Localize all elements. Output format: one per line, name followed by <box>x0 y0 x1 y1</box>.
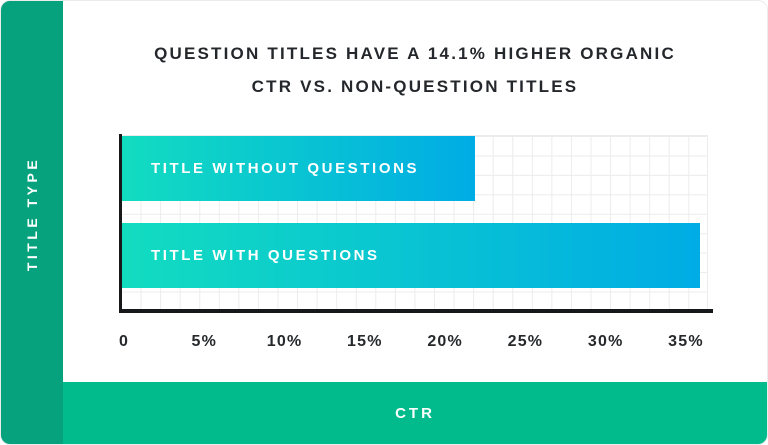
x-tick-label: 20% <box>427 333 463 350</box>
x-tick-label: 25% <box>507 333 544 350</box>
x-axis-title-band: CTR <box>63 382 767 444</box>
bar-label: TITLE WITHOUT QUESTIONS <box>151 160 420 177</box>
x-axis-title: CTR <box>395 404 435 422</box>
chart-title-line-1: QUESTION TITLES HAVE A 14.1% HIGHER ORGA… <box>154 44 676 63</box>
y-axis-title-band: TITLE TYPE <box>1 1 63 444</box>
x-tick-label: 15% <box>347 333 383 350</box>
y-axis-line <box>119 134 122 312</box>
x-tick-label: 5% <box>191 333 218 350</box>
bar-title-with-questions: TITLE WITH QUESTIONS <box>122 223 701 288</box>
x-tick-label: 30% <box>587 333 624 350</box>
y-axis-title: TITLE TYPE <box>24 156 40 271</box>
x-tick-label: 35% <box>668 333 704 350</box>
bar-label: TITLE WITH QUESTIONS <box>151 247 380 264</box>
chart-title: QUESTION TITLES HAVE A 14.1% HIGHER ORGA… <box>63 37 767 103</box>
x-tick-label: 10% <box>266 333 303 350</box>
x-axis-line <box>119 309 713 313</box>
bar-title-without-questions: TITLE WITHOUT QUESTIONS <box>122 136 476 201</box>
x-tick-label: 0 <box>118 333 130 350</box>
chart-title-line-2: CTR VS. NON-QUESTION TITLES <box>251 77 579 96</box>
